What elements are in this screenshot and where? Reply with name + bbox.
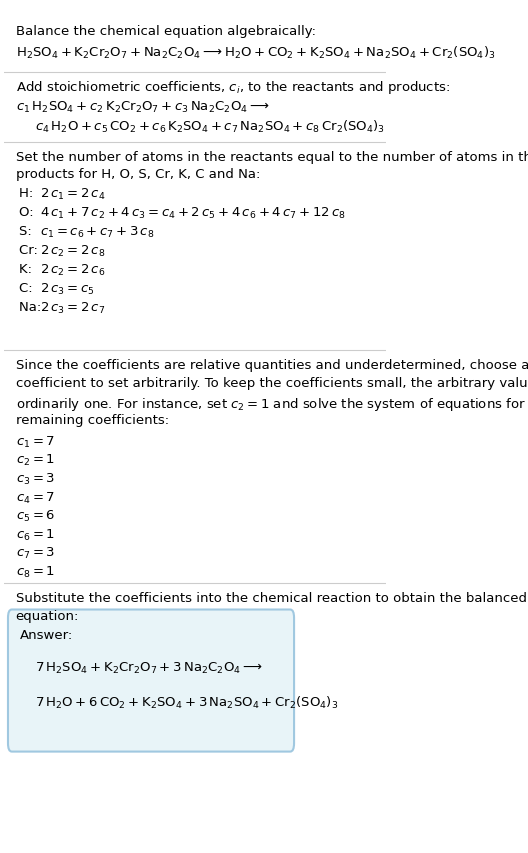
Text: $c_3 = 3$: $c_3 = 3$ (16, 471, 55, 486)
Text: coefficient to set arbitrarily. To keep the coefficients small, the arbitrary va: coefficient to set arbitrarily. To keep … (16, 377, 528, 390)
Text: $c_6 = 1$: $c_6 = 1$ (16, 527, 55, 543)
Text: equation:: equation: (16, 609, 79, 622)
Text: S:: S: (20, 224, 36, 238)
Text: $2\,c_1 = 2\,c_4$: $2\,c_1 = 2\,c_4$ (41, 187, 106, 201)
Text: remaining coefficients:: remaining coefficients: (16, 414, 169, 426)
Text: C:: C: (20, 281, 37, 294)
FancyBboxPatch shape (8, 610, 294, 751)
Text: Since the coefficients are relative quantities and underdetermined, choose a: Since the coefficients are relative quan… (16, 358, 528, 371)
Text: $\mathrm{H_2SO_4 + K_2Cr_2O_7 + Na_2C_2O_4} \longrightarrow \mathrm{H_2O + CO_2 : $\mathrm{H_2SO_4 + K_2Cr_2O_7 + Na_2C_2O… (16, 44, 495, 61)
Text: $7\,\mathrm{H_2O} + 6\,\mathrm{CO_2} + \mathrm{K_2SO_4} + 3\,\mathrm{Na_2SO_4} +: $7\,\mathrm{H_2O} + 6\,\mathrm{CO_2} + \… (35, 694, 338, 711)
Text: Set the number of atoms in the reactants equal to the number of atoms in the: Set the number of atoms in the reactants… (16, 151, 528, 164)
Text: Add stoichiometric coefficients, $c_i$, to the reactants and products:: Add stoichiometric coefficients, $c_i$, … (16, 79, 450, 96)
Text: O:: O: (20, 206, 39, 218)
Text: $c_4 = 7$: $c_4 = 7$ (16, 490, 55, 505)
Text: $c_8 = 1$: $c_8 = 1$ (16, 564, 55, 579)
Text: Balance the chemical equation algebraically:: Balance the chemical equation algebraica… (16, 26, 316, 38)
Text: $c_1\,\mathrm{H_2SO_4} + c_2\,\mathrm{K_2Cr_2O_7} + c_3\,\mathrm{Na_2C_2O_4} \lo: $c_1\,\mathrm{H_2SO_4} + c_2\,\mathrm{K_… (16, 100, 269, 114)
Text: $c_1 = 7$: $c_1 = 7$ (16, 434, 55, 450)
Text: Answer:: Answer: (20, 629, 73, 641)
Text: $4\,c_1 + 7\,c_2 + 4\,c_3 = c_4 + 2\,c_5 + 4\,c_6 + 4\,c_7 + 12\,c_8$: $4\,c_1 + 7\,c_2 + 4\,c_3 = c_4 + 2\,c_5… (41, 206, 346, 221)
Text: $c_2 = 1$: $c_2 = 1$ (16, 453, 55, 467)
Text: H:: H: (20, 187, 38, 200)
Text: Na:: Na: (20, 300, 46, 314)
Text: ordinarily one. For instance, set $c_2 = 1$ and solve the system of equations fo: ordinarily one. For instance, set $c_2 =… (16, 395, 528, 412)
Text: Cr:: Cr: (20, 244, 43, 257)
Text: $2\,c_3 = 2\,c_7$: $2\,c_3 = 2\,c_7$ (41, 300, 106, 316)
Text: Substitute the coefficients into the chemical reaction to obtain the balanced: Substitute the coefficients into the che… (16, 591, 526, 604)
Text: products for H, O, S, Cr, K, C and Na:: products for H, O, S, Cr, K, C and Na: (16, 168, 260, 181)
Text: $2\,c_3 = c_5$: $2\,c_3 = c_5$ (41, 281, 95, 297)
Text: $2\,c_2 = 2\,c_6$: $2\,c_2 = 2\,c_6$ (41, 263, 106, 278)
Text: $c_7 = 3$: $c_7 = 3$ (16, 546, 55, 560)
Text: $2\,c_2 = 2\,c_8$: $2\,c_2 = 2\,c_8$ (41, 244, 106, 258)
Text: $c_1 = c_6 + c_7 + 3\,c_8$: $c_1 = c_6 + c_7 + 3\,c_8$ (41, 224, 155, 240)
Text: K:: K: (20, 263, 36, 276)
Text: $c_4\,\mathrm{H_2O} + c_5\,\mathrm{CO_2} + c_6\,\mathrm{K_2SO_4} + c_7\,\mathrm{: $c_4\,\mathrm{H_2O} + c_5\,\mathrm{CO_2}… (35, 119, 385, 135)
Text: $c_5 = 6$: $c_5 = 6$ (16, 508, 55, 524)
Text: $7\,\mathrm{H_2SO_4} + \mathrm{K_2Cr_2O_7} + 3\,\mathrm{Na_2C_2O_4} \longrightar: $7\,\mathrm{H_2SO_4} + \mathrm{K_2Cr_2O_… (35, 660, 262, 676)
